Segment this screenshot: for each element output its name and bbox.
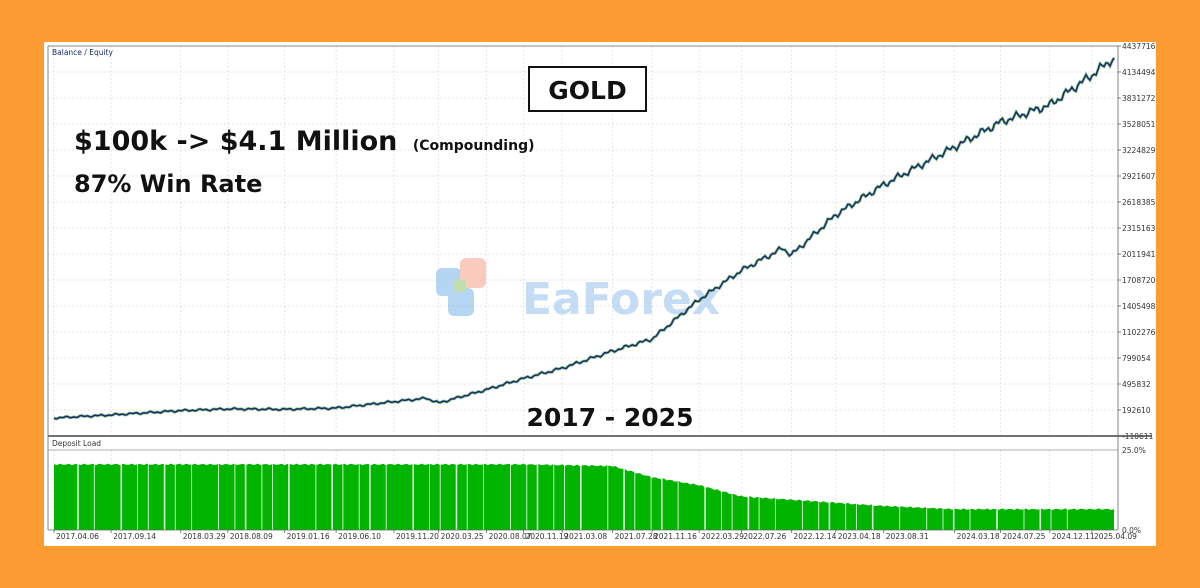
- headline: $100k -> $4.1 Million (Compounding): [74, 126, 535, 157]
- y-tick-label: 3224829: [1122, 146, 1156, 155]
- y-tick-label: 4134494: [1122, 68, 1156, 77]
- deposit-load-gaps: [77, 458, 1068, 530]
- chart-svg: EaForex 4437716 4134494 3831272 3528051 3224…: [47, 42, 1156, 541]
- x-tick-label: 2022.12.14: [793, 532, 836, 541]
- title-box: [528, 66, 647, 112]
- y-tick-labels: 4437716 4134494 3831272 3528051 3224829 29216…: [1118, 42, 1156, 441]
- x-tick-label: 2017.09.14: [113, 532, 156, 541]
- win-rate: 87% Win Rate: [74, 170, 262, 198]
- y-tick-label: 2618385: [1122, 198, 1156, 207]
- x-tick-label: 2017.04.06: [56, 532, 99, 541]
- balance-line: [53, 57, 1115, 420]
- chart-frame: EaForex 4437716 4134494 3831272 3528051 3224…: [44, 42, 1156, 546]
- y-tick-label: 2011941: [1122, 250, 1156, 259]
- y-tick-label: 3528051: [1122, 120, 1156, 129]
- x-tick-label: 2024.07.25: [1002, 532, 1045, 541]
- y-tick-label: 495832: [1122, 380, 1151, 389]
- x-tick-label: 2024.03.18: [957, 532, 1000, 541]
- x-tick-label: 2025.04.09: [1094, 532, 1137, 541]
- x-tick-label: 2022.07.26: [743, 532, 786, 541]
- deposit-y-tick-labels: 25.0% 0.0%: [1122, 446, 1146, 535]
- x-tick-labels: 2017.04.06 2017.09.14 2018.03.29 2018.08.09…: [53, 530, 1137, 541]
- y-tick-label: 1102276: [1122, 328, 1156, 337]
- x-tick-label: 2022.03.29: [701, 532, 744, 541]
- watermark-logo: [436, 258, 486, 316]
- x-tick-label: 2018.03.29: [183, 532, 226, 541]
- y-tick-label: 4437716: [1122, 42, 1156, 51]
- x-tick-label: 2019.01.16: [287, 532, 330, 541]
- x-tick-label: 2024.12.11: [1052, 532, 1095, 541]
- y-tick-label: 799054: [1122, 354, 1151, 363]
- x-tick-label: 2020.08.07: [489, 532, 532, 541]
- chart-title: GOLD: [548, 76, 626, 105]
- y-tick-label: 192610: [1122, 406, 1151, 415]
- x-tick-label: 2020.11.19: [525, 532, 568, 541]
- x-tick-label: 2019.11.20: [396, 532, 439, 541]
- period-text: 2017 - 2025: [527, 403, 694, 432]
- y-tick-label: 2921607: [1122, 172, 1156, 181]
- panel-label-balance: Balance / Equity: [52, 48, 113, 57]
- y-tick-label: 1405498: [1122, 302, 1156, 311]
- x-tick-label: 2021.11.16: [654, 532, 697, 541]
- deposit-load-area: [54, 463, 1114, 530]
- y-tick-label: 3831272: [1122, 94, 1156, 103]
- x-tick-label: 2023.08.31: [886, 532, 929, 541]
- y-tick-label: 1708720: [1122, 276, 1156, 285]
- deposit-y-tick-label: 0.0%: [1122, 526, 1141, 535]
- x-tick-label: 2019.06.10: [338, 532, 381, 541]
- x-tick-label: 2018.08.09: [230, 532, 273, 541]
- x-tick-label: 2021.07.28: [615, 532, 658, 541]
- deposit-y-tick-label: 25.0%: [1122, 446, 1146, 455]
- x-tick-label: 2021.03.08: [564, 532, 607, 541]
- x-tick-label: 2023.04.18: [838, 532, 881, 541]
- x-tick-label: 2020.03.25: [441, 532, 484, 541]
- watermark-text: EaForex: [522, 274, 720, 325]
- panel-label-deposit: Deposit Load: [52, 439, 101, 448]
- y-tick-label: 2315163: [1122, 224, 1156, 233]
